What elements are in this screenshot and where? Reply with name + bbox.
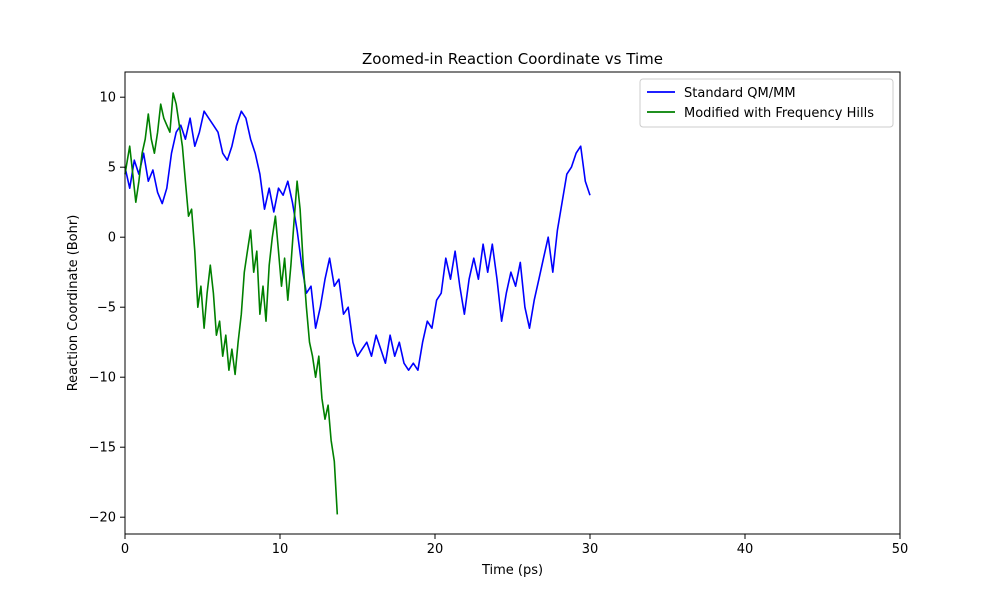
legend-label-modified: Modified with Frequency Hills	[684, 106, 874, 121]
y-tick-label: 5	[108, 161, 116, 176]
y-axis: 10 5 0 −5 −10 −15 −20	[89, 91, 125, 526]
x-tick-label: 20	[427, 542, 444, 557]
x-axis-label: Time (ps)	[481, 563, 543, 578]
y-tick-label: −10	[89, 371, 116, 386]
plot-area	[124, 92, 591, 515]
legend-label-standard: Standard QM/MM	[684, 86, 796, 101]
series-line-standard	[124, 110, 591, 371]
x-axis: 0 10 20 30 40 50	[121, 534, 908, 557]
x-tick-label: 10	[272, 542, 289, 557]
legend-box	[639, 78, 894, 128]
x-tick-label: 40	[737, 542, 754, 557]
y-axis-label: Reaction Coordinate (Bohr)	[66, 215, 81, 392]
y-tick-label: −15	[89, 441, 116, 456]
x-tick-label: 30	[582, 542, 599, 557]
y-tick-label: −5	[97, 301, 116, 316]
y-tick-label: 0	[108, 231, 116, 246]
x-tick-label: 0	[121, 542, 129, 557]
x-tick-label: 50	[892, 542, 909, 557]
legend: Standard QM/MM Modified with Frequency H…	[639, 78, 894, 128]
plot-frame	[124, 71, 901, 535]
y-tick-label: −20	[89, 511, 116, 526]
y-tick-label: 10	[99, 91, 116, 106]
series-line-modified	[124, 92, 339, 515]
chart-title: Zoomed-in Reaction Coordinate vs Time	[362, 50, 663, 68]
